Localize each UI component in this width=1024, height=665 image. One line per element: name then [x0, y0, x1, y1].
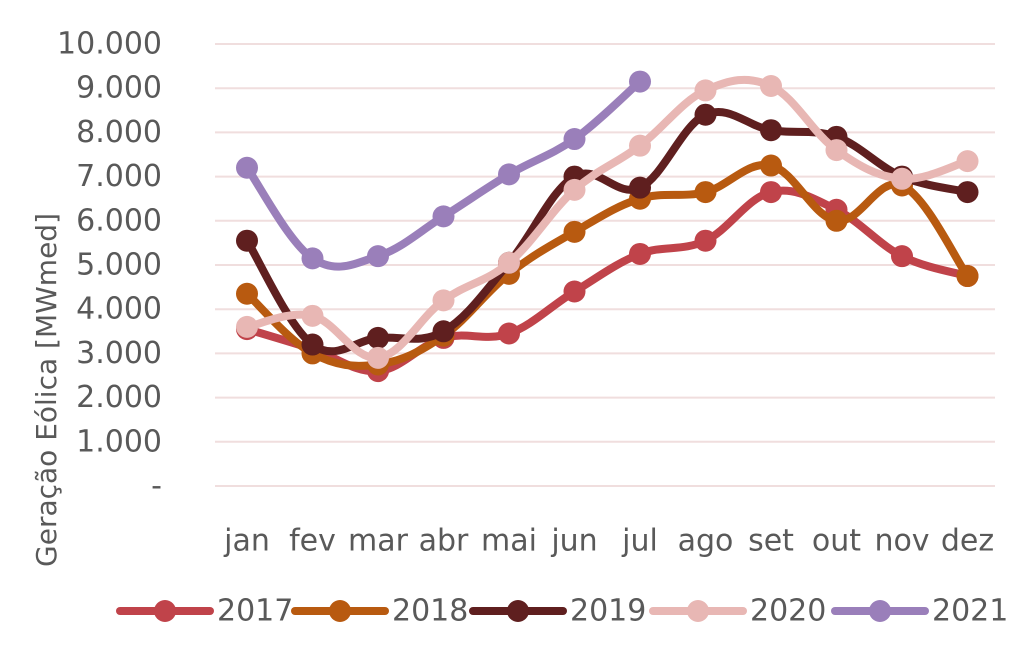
data-point-2017-set: [760, 181, 782, 204]
data-point-2018-out: [825, 209, 848, 232]
data-point-2018-set: [760, 154, 782, 177]
data-point-2020-set: [760, 74, 782, 97]
x-tick-label: set: [748, 524, 794, 559]
data-point-2019-fev: [301, 333, 324, 356]
series-layer: [236, 70, 979, 383]
data-point-2019-abr: [432, 320, 455, 343]
data-point-2020-jun: [563, 178, 586, 201]
x-tick-label: out: [812, 524, 861, 559]
x-tick-label: mar: [348, 524, 409, 559]
legend-label: 2019: [570, 594, 646, 629]
data-point-2017-jun: [563, 280, 586, 303]
data-point-2017-nov: [891, 245, 913, 268]
y-tick-label: 3.000: [76, 336, 162, 371]
x-tick-label: jul: [621, 524, 658, 559]
legend-label: 2018: [392, 594, 468, 629]
legend-swatch-marker: [869, 600, 891, 622]
data-point-2021-mar: [367, 245, 389, 268]
legend-swatch-marker: [154, 600, 176, 622]
y-tick-label: 6.000: [76, 203, 162, 238]
y-tick-label: 10.000: [57, 27, 162, 62]
legend-swatch-marker: [329, 600, 351, 622]
data-point-2021-jun: [563, 128, 586, 151]
y-tick-label: -: [151, 469, 162, 504]
legend-item-2021: 2021: [831, 594, 1008, 629]
data-point-2020-fev: [301, 304, 324, 327]
data-point-2021-mai: [498, 163, 520, 186]
data-point-2021-jul: [629, 70, 651, 93]
data-point-2020-mar: [367, 346, 389, 369]
legend: 2017 2018 2019 2020 2021: [116, 594, 1008, 629]
data-point-2017-mai: [498, 322, 520, 345]
series-line-2019: [243, 108, 972, 356]
data-point-2020-jul: [629, 134, 651, 157]
data-point-2020-jan: [236, 315, 258, 338]
y-tick-label: 5.000: [76, 248, 162, 283]
x-tick-label: dez: [941, 524, 994, 559]
data-point-2019-mar: [367, 326, 389, 349]
data-point-2018-ago: [694, 181, 717, 204]
data-point-2019-dez: [956, 181, 979, 204]
legend-swatch-marker: [687, 600, 709, 622]
data-point-2020-nov: [891, 167, 913, 190]
x-tick-label: abr: [419, 524, 469, 559]
y-axis-title: Geração Eólica [MWmed]: [30, 213, 63, 567]
data-point-2020-abr: [432, 289, 455, 312]
data-point-2018-jan: [236, 282, 258, 305]
legend-item-2019: 2019: [469, 594, 646, 629]
legend-item-2018: 2018: [291, 594, 468, 629]
legend-label: 2021: [932, 594, 1008, 629]
data-point-2020-ago: [694, 79, 717, 102]
y-tick-label: 4.000: [76, 292, 162, 327]
data-point-2020-mai: [498, 251, 520, 274]
data-point-2021-abr: [432, 205, 455, 228]
data-point-2019-ago: [694, 103, 717, 126]
legend-item-2020: 2020: [649, 594, 826, 629]
data-point-2018-jun: [563, 220, 586, 243]
x-tick-label: jun: [550, 524, 597, 559]
y-tick-label: 9.000: [76, 71, 162, 106]
data-point-2017-jul: [629, 242, 651, 265]
series-2021: [236, 70, 651, 271]
legend-label: 2017: [217, 594, 293, 629]
legend-item-2017: 2017: [116, 594, 293, 629]
legend-swatch-marker: [507, 600, 529, 622]
x-tick-label: jan: [223, 524, 270, 559]
y-axis-ticks: - 1.000 2.000 3.000 4.000 5.000 6.000 7.000 8.00…: [57, 27, 162, 504]
legend-label: 2020: [750, 594, 826, 629]
data-point-2020-out: [825, 139, 848, 162]
x-tick-label: nov: [874, 524, 929, 559]
data-point-2019-jul: [629, 176, 651, 199]
data-point-2018-dez: [956, 265, 979, 288]
y-tick-label: 2.000: [76, 380, 162, 415]
data-point-2017-ago: [694, 229, 717, 252]
y-tick-label: 1.000: [76, 424, 162, 459]
series-2020: [236, 74, 979, 369]
series-line-2020: [243, 75, 972, 362]
data-point-2020-dez: [956, 150, 979, 173]
y-tick-label: 7.000: [76, 159, 162, 194]
data-point-2019-set: [760, 119, 782, 142]
x-tick-label: ago: [678, 524, 734, 559]
data-point-2021-jan: [236, 156, 258, 179]
data-point-2021-fev: [301, 247, 324, 270]
x-tick-label: fev: [289, 524, 336, 559]
data-point-2019-jan: [236, 229, 258, 252]
x-tick-label: mai: [481, 524, 537, 559]
x-axis-ticks: jan fev mar abr mai jun jul ago set out nov dez: [223, 524, 994, 559]
y-tick-label: 8.000: [76, 115, 162, 150]
